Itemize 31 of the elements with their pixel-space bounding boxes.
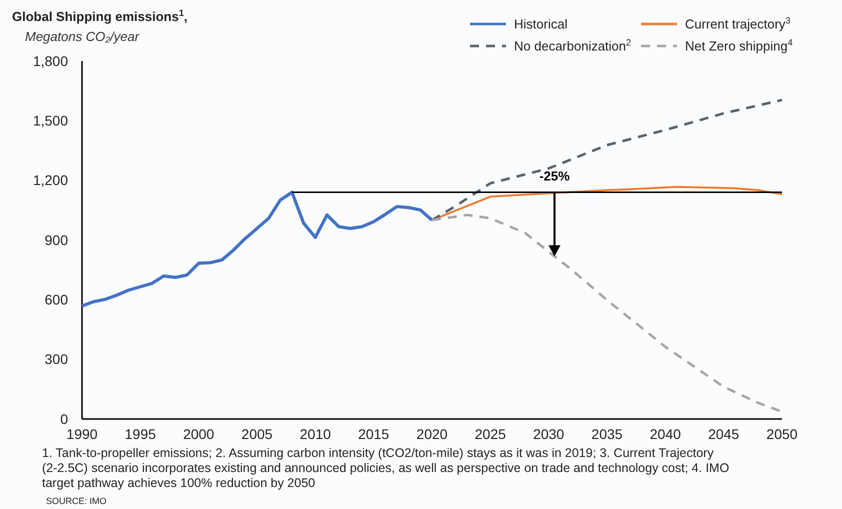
x-tick-label: 2000 xyxy=(183,426,214,442)
x-tick-label: 2045 xyxy=(708,426,740,442)
y-tick-label: 600 xyxy=(44,292,68,308)
y-tick-label: 0 xyxy=(60,410,68,427)
source-note: SOURCE: IMO xyxy=(46,496,107,506)
y-tick-label: 1,800 xyxy=(32,52,68,69)
y-axis-title: Megatons CO₂/year xyxy=(25,29,140,44)
y-tick-label: 300 xyxy=(44,351,68,368)
x-tick-label: 2010 xyxy=(300,426,332,442)
legend-label: No decarbonization$^{2}$ xyxy=(514,38,632,54)
y-tick-label: 1,200 xyxy=(32,172,68,188)
x-tick-label: 1990 xyxy=(66,426,98,442)
x-tick-label: 2025 xyxy=(474,426,506,442)
x-tick-label: 2030 xyxy=(533,426,564,442)
text: 1. Tank-to-propeller emissions; 2. Assuming carbon intensity (tCO2/ton-mile) stays as it was in 2019; 3. Current Trajectory (2-2.5C) scenario incorporates existing and announced policies, as well as perspective on trade and technology cost; 4. IMO target pathway achieves 100% reduction by 2050 xyxy=(42,446,730,490)
legend-label: Historical xyxy=(514,16,568,32)
y-tick-label: 900 xyxy=(44,232,68,248)
x-tick-label: 2050 xyxy=(766,426,798,442)
annotation: -25% xyxy=(539,168,570,184)
line-series xyxy=(80,190,434,308)
x-tick-label: 2015 xyxy=(358,426,390,442)
x-tick-label: 1995 xyxy=(124,426,156,442)
line-series xyxy=(430,98,784,222)
x-tick-label: 2020 xyxy=(416,426,448,442)
chart-title: Global Shipping emissions$^{1}$, xyxy=(12,8,188,24)
x-tick-label: 2040 xyxy=(650,426,682,442)
x-tick-label: 2035 xyxy=(591,426,623,442)
legend-label: Net Zero shipping$^{4}$ xyxy=(685,38,793,54)
x-tick-label: 2005 xyxy=(241,426,273,442)
legend-label: Current trajectory$^{3}$ xyxy=(685,16,790,32)
y-tick-label: 1,500 xyxy=(32,112,68,129)
